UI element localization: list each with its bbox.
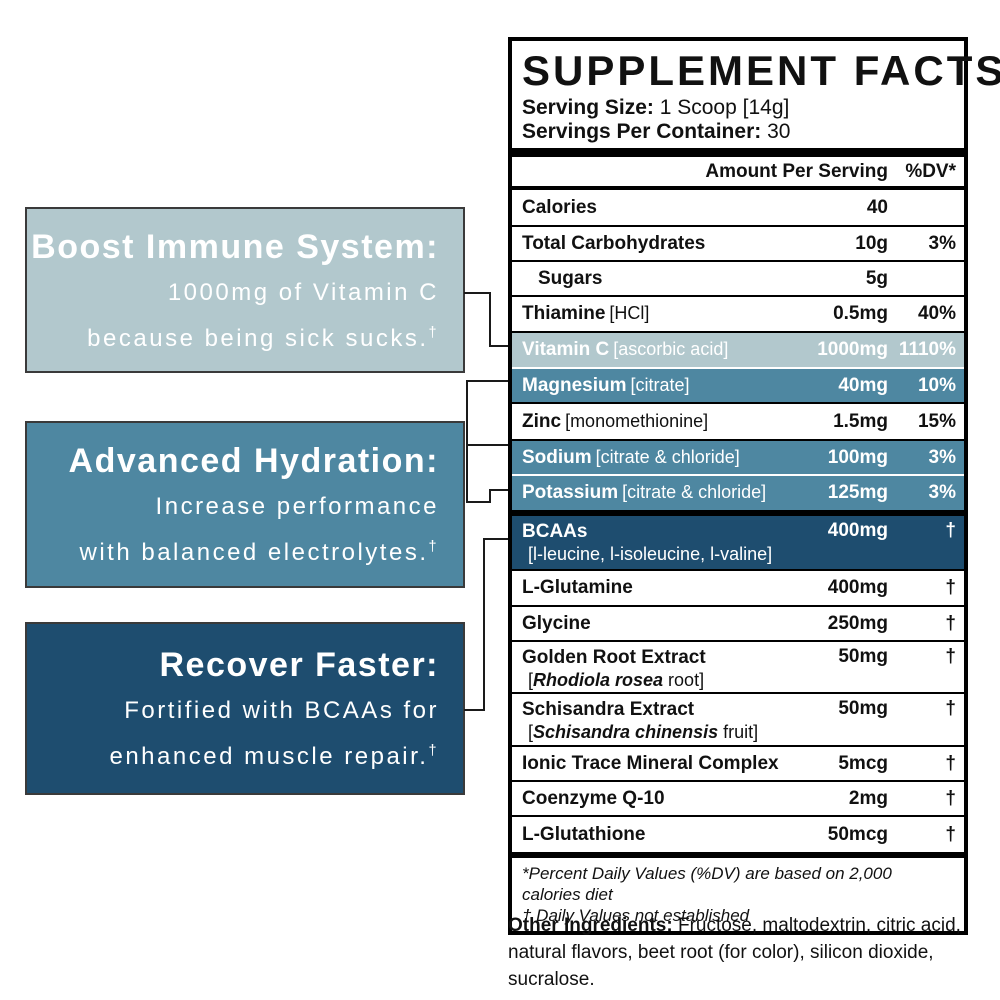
panel-title-block: SUPPLEMENT FACTS Serving Size: 1 Scoop [… bbox=[512, 41, 1000, 148]
table-row-coenzyme-q10: Coenzyme Q-10 2mg † bbox=[512, 780, 964, 815]
table-row-total-carbohydrates: Total Carbohydrates 10g 3% bbox=[512, 225, 964, 260]
servings-per-container-line: Servings Per Container: 30 bbox=[522, 120, 791, 143]
footnotes: *Percent Daily Values (%DV) are based on… bbox=[512, 858, 964, 931]
divider-thick bbox=[512, 510, 964, 516]
connector-bcaas bbox=[483, 538, 485, 711]
serving-size-line: Serving Size: 1 Scoop [14g] bbox=[522, 96, 790, 119]
callout-heading: Recover Faster: bbox=[159, 646, 439, 684]
footnote-dagger: † Daily Values not established bbox=[522, 906, 750, 925]
table-row-golden-root-extract: Golden Root Extract [Rhodiola rosea root… bbox=[512, 640, 964, 692]
table-row-ionic-trace-mineral-complex: Ionic Trace Mineral Complex 5mcg † bbox=[512, 745, 964, 780]
ingredient-sub-detail: [l-leucine, l-isoleucine, l-valine] bbox=[528, 544, 773, 564]
callout-boost-immune: Boost Immune System: 1000mg of Vitamin C… bbox=[25, 207, 465, 373]
connector-bcaas bbox=[464, 709, 485, 711]
table-row-vitamin-c: Vitamin C [ascorbic acid] 1000mg 1110% bbox=[512, 331, 964, 367]
divider-medium bbox=[512, 186, 964, 190]
table-row-zinc: Zinc [monomethionine] 1.5mg 15% bbox=[512, 402, 964, 439]
callout-line: 1000mg of Vitamin C bbox=[167, 278, 439, 306]
connector-potassium bbox=[466, 501, 491, 503]
table-row-calories: Calories 40 bbox=[522, 196, 888, 218]
table-row-bcaas: BCAAs [l-leucine, l-isoleucine, l-valine… bbox=[512, 516, 964, 569]
table-row-glycine: Glycine 250mg † bbox=[512, 605, 964, 640]
column-header-amount: Amount Per Serving bbox=[705, 160, 888, 182]
table-row-sugars: Sugars 5g bbox=[512, 260, 964, 295]
callout-line: because being sick sucks.† bbox=[87, 324, 439, 352]
table-row-schisandra-extract: Schisandra Extract [Schisandra chinensis… bbox=[512, 692, 964, 745]
table-row-sodium: Sodium [citrate & chloride] 100mg 3% bbox=[512, 439, 964, 474]
connector-vitamin-c bbox=[489, 292, 491, 347]
connector-sodium bbox=[468, 444, 508, 446]
dagger-symbol: † bbox=[428, 539, 439, 555]
column-header-row: Amount Per Serving %DV* bbox=[512, 157, 964, 186]
ingredient-sub-detail: [Schisandra chinensis fruit] bbox=[528, 722, 759, 742]
other-ingredients: Other Ingredients: Fructose, maltodextri… bbox=[508, 915, 961, 990]
dagger-symbol: † bbox=[428, 743, 439, 759]
dagger-symbol: † bbox=[428, 324, 439, 341]
connector-electrolytes-spine bbox=[466, 380, 468, 503]
callout-line: Fortified with BCAAs for bbox=[124, 697, 439, 724]
table-row-thiamine: Thiamine [HCl] 0.5mg 40% bbox=[512, 295, 964, 331]
callout-line: Increase performance bbox=[155, 493, 439, 520]
footnote-percent-dv: *Percent Daily Values (%DV) are based on… bbox=[522, 864, 892, 904]
connector-vitamin-c bbox=[489, 345, 508, 347]
panel-title: SUPPLEMENT FACTS bbox=[522, 47, 1000, 94]
column-header-dv: %DV* bbox=[905, 160, 956, 182]
table-row-l-glutamine: L-Glutamine 400mg † bbox=[512, 569, 964, 605]
callout-recover-faster: Recover Faster: Fortified with BCAAs for… bbox=[25, 622, 465, 795]
divider-thick bbox=[512, 852, 964, 858]
connector-potassium bbox=[489, 489, 491, 503]
table-row-magnesium: Magnesium [citrate] 40mg 10% bbox=[512, 367, 964, 402]
connector-potassium bbox=[491, 489, 508, 491]
callout-heading: Boost Immune System: bbox=[31, 227, 439, 266]
table-row-l-glutathione: L-Glutathione 50mcg † bbox=[512, 815, 964, 852]
table-row-potassium: Potassium [citrate & chloride] 125mg 3% bbox=[512, 474, 964, 510]
callout-line: with balanced electrolytes.† bbox=[79, 539, 439, 566]
connector-bcaas bbox=[485, 538, 508, 540]
callout-heading: Advanced Hydration: bbox=[68, 442, 439, 480]
ingredient-sub-detail: [Rhodiola rosea root] bbox=[528, 670, 705, 690]
callout-advanced-hydration: Advanced Hydration: Increase performance… bbox=[25, 421, 465, 588]
callout-line: enhanced muscle repair.† bbox=[109, 743, 439, 770]
connector-magnesium bbox=[468, 380, 508, 382]
divider-thick bbox=[512, 148, 964, 157]
supplement-facts-panel: SUPPLEMENT FACTS Serving Size: 1 Scoop [… bbox=[508, 37, 1000, 935]
connector-vitamin-c bbox=[464, 292, 491, 294]
